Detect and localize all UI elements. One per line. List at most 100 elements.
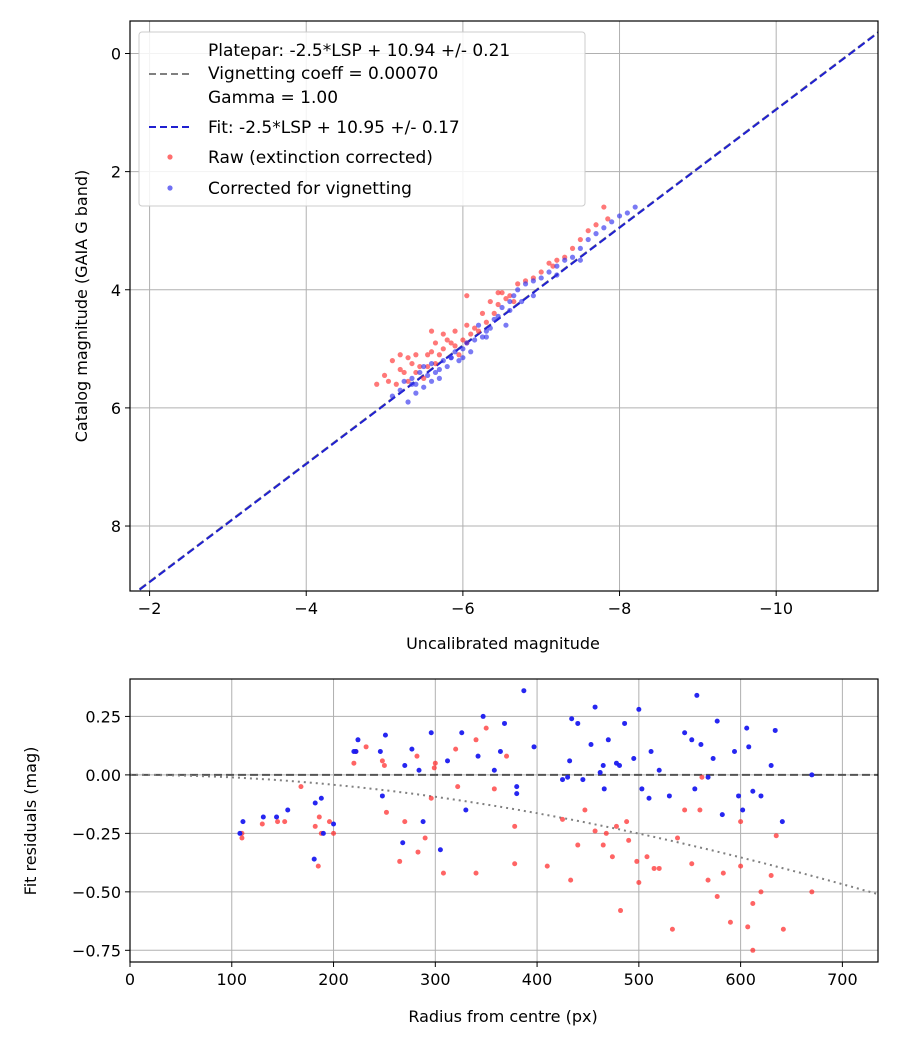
residual-corrected-point — [402, 763, 408, 769]
residual-raw-point — [428, 795, 434, 801]
residual-raw-point — [768, 872, 774, 878]
legend-platepar-line-1: Platepar: -2.5*LSP + 10.94 +/- 0.21 — [208, 41, 510, 61]
corrected-point — [428, 378, 435, 384]
residual-raw-point — [750, 901, 756, 907]
corrected-point — [577, 257, 583, 263]
top-y-axis-label: Catalog magnitude (GAIA G band) — [72, 170, 91, 442]
corrected-point — [562, 257, 568, 263]
residual-raw-point — [613, 823, 619, 829]
residual-corrected-point — [237, 830, 243, 836]
raw-point — [405, 355, 411, 361]
vignetting-curve — [130, 773, 878, 896]
residual-raw-point — [383, 809, 389, 815]
corrected-point — [530, 293, 536, 299]
raw-point — [538, 269, 544, 275]
corrected-point — [538, 275, 544, 281]
residual-raw-point — [656, 865, 662, 871]
residual-raw-point — [512, 823, 518, 829]
residual-corrected-point — [274, 814, 280, 820]
residual-raw-point — [705, 877, 711, 883]
residual-raw-point — [414, 753, 420, 759]
residual-corrected-point — [580, 777, 586, 783]
y-tick-label: −0.50 — [72, 883, 121, 902]
residual-raw-point — [809, 889, 815, 895]
legend-raw-label: Raw (extinction corrected) — [208, 148, 433, 168]
residual-corrected-point — [714, 718, 720, 724]
corrected-point — [413, 381, 419, 387]
raw-point — [475, 328, 482, 334]
raw-point — [507, 293, 513, 299]
residual-corrected-point — [710, 756, 716, 762]
residual-raw-point — [727, 919, 733, 925]
raw-point — [405, 378, 411, 384]
corrected-point — [464, 340, 470, 346]
raw-point — [397, 366, 403, 373]
corrected-point — [456, 358, 462, 364]
raw-point — [479, 310, 486, 316]
residual-corrected-point — [567, 758, 573, 764]
corrected-point — [421, 384, 427, 390]
top-ticks: −2 −4 −6 −8 −10 0 2 4 6 8 — [111, 44, 793, 618]
corrected-point — [432, 369, 439, 376]
x-tick-label: −4 — [294, 599, 318, 618]
residual-corrected-point — [732, 749, 738, 755]
raw-point — [515, 281, 521, 287]
residual-corrected-point — [705, 774, 711, 780]
residual-corrected-point — [445, 758, 451, 764]
residual-raw-point — [568, 877, 574, 883]
residual-corrected-point — [772, 727, 778, 733]
residual-raw-point — [432, 760, 438, 766]
corrected-point — [389, 393, 395, 399]
top-scatter-points — [374, 204, 638, 405]
raw-point — [440, 331, 446, 337]
raw-point — [428, 328, 435, 334]
corrected-point — [530, 278, 536, 284]
residual-raw-point — [636, 879, 642, 885]
residual-corrected-point — [575, 720, 581, 726]
legend-corrected-marker — [167, 185, 173, 191]
residual-corrected-point — [636, 706, 642, 712]
residual-raw-point — [634, 858, 640, 864]
residual-raw-point — [582, 807, 588, 813]
legend-box — [138, 31, 586, 207]
residual-raw-point — [326, 819, 332, 825]
corrected-point — [460, 355, 466, 361]
residual-corrected-point — [502, 720, 508, 726]
residual-raw-point — [600, 842, 606, 848]
raw-point — [385, 378, 392, 384]
raw-point — [464, 322, 470, 328]
residual-corrected-point — [689, 737, 695, 743]
raw-point — [495, 301, 501, 308]
raw-point — [389, 358, 395, 364]
residual-raw-point — [316, 814, 322, 820]
corrected-point — [448, 355, 454, 361]
raw-point — [569, 245, 576, 252]
corrected-point — [554, 272, 560, 278]
x-tick-label: 400 — [522, 970, 553, 989]
corrected-point — [593, 231, 599, 237]
residual-corrected-point — [320, 830, 326, 836]
corrected-point — [577, 245, 583, 252]
residual-corrected-point — [514, 784, 520, 790]
raw-point — [487, 298, 493, 305]
raw-point — [550, 263, 556, 269]
corrected-point — [601, 225, 607, 231]
corrected-point — [401, 378, 407, 384]
residual-corrected-point — [420, 819, 426, 825]
residual-raw-point — [575, 842, 581, 848]
residual-corrected-point — [600, 763, 606, 769]
residual-corrected-point — [779, 819, 785, 825]
residual-corrected-point — [622, 720, 628, 726]
top-fit-lines — [135, 31, 878, 591]
corrected-point — [503, 322, 509, 328]
bottom-ticks: 0 100 200 300 400 500 600 700 −0.75 −0.50 −0.25 0.0… — [72, 707, 858, 989]
corrected-point — [507, 307, 513, 314]
raw-point — [499, 290, 505, 296]
corrected-point — [495, 313, 501, 319]
raw-point — [413, 369, 419, 376]
x-tick-label: −6 — [451, 599, 475, 618]
raw-point — [605, 216, 611, 222]
residual-raw-point — [609, 854, 615, 860]
residual-raw-point — [699, 774, 705, 780]
